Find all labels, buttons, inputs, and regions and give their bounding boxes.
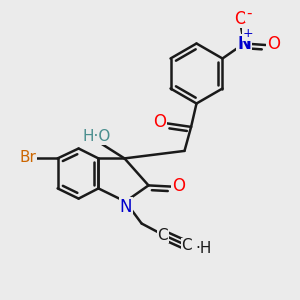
Text: N: N xyxy=(237,34,251,52)
Text: C: C xyxy=(157,228,168,243)
Text: O: O xyxy=(234,10,247,28)
Text: O: O xyxy=(172,177,185,195)
Text: Br: Br xyxy=(19,150,36,165)
Text: +: + xyxy=(242,27,253,40)
Text: H·O: H·O xyxy=(83,129,111,144)
Text: O: O xyxy=(153,113,167,131)
Text: C: C xyxy=(181,238,192,253)
Text: ·H: ·H xyxy=(195,241,211,256)
Text: O: O xyxy=(267,35,280,53)
Text: -: - xyxy=(246,6,252,21)
Text: N: N xyxy=(120,198,132,216)
